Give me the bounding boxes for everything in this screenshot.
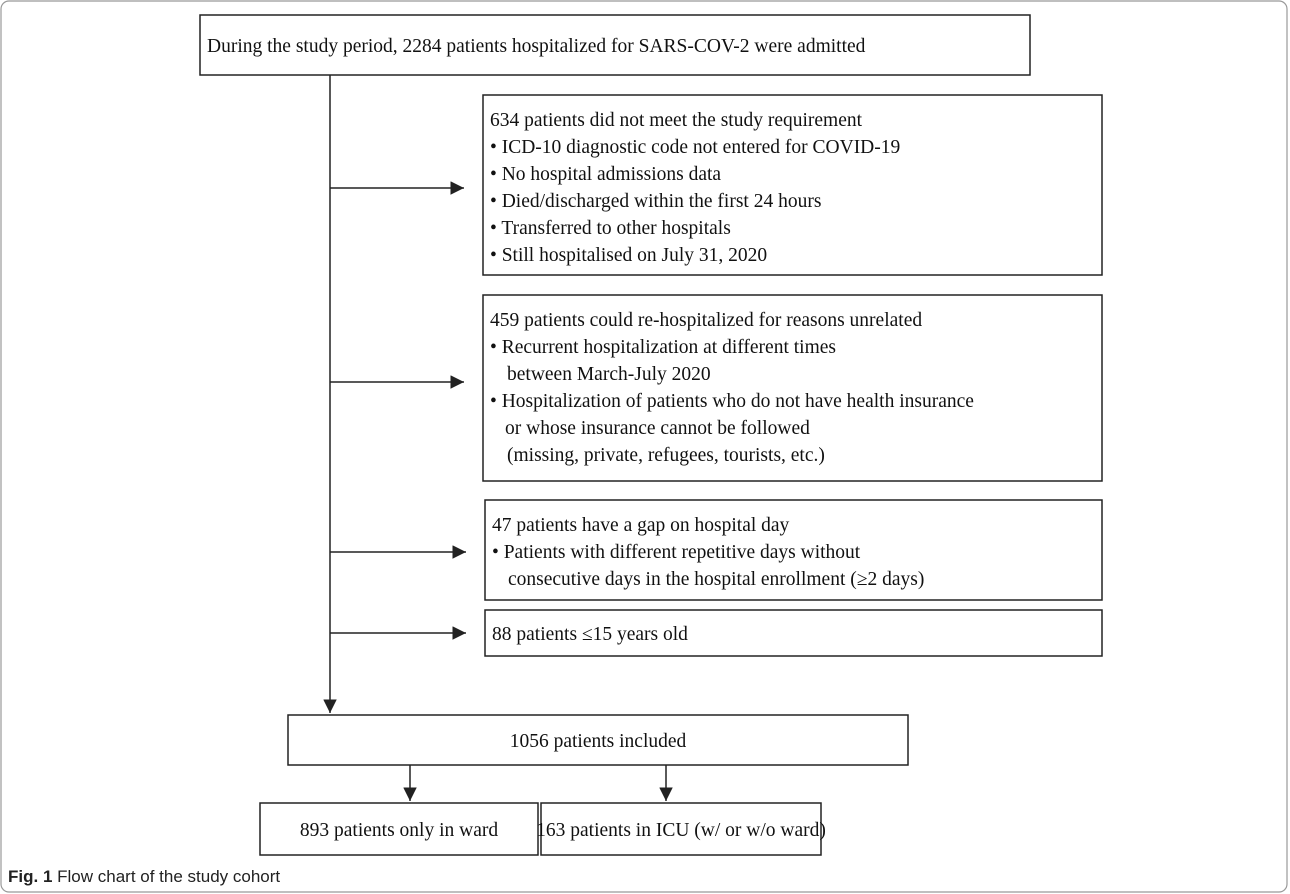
node-text: between March-July 2020: [507, 364, 711, 385]
caption-text: Flow chart of the study cohort: [57, 867, 280, 886]
node-text: 893 patients only in ward: [300, 820, 498, 841]
node-text: • No hospital admissions data: [490, 164, 721, 185]
node-text: consecutive days in the hospital enrollm…: [508, 569, 924, 590]
node-2: 459 patients could re-hospitalized for r…: [482, 294, 1103, 482]
node-text: 47 patients have a gap on hospital day: [492, 515, 790, 536]
node-text: 88 patients ≤15 years old: [492, 624, 688, 645]
node-text: • Recurrent hospitalization at different…: [490, 337, 836, 358]
caption: Fig. 1 Flow chart of the study cohort: [8, 867, 280, 886]
node-text: • Patients with different repetitive day…: [492, 542, 861, 563]
node-text: 634 patients did not meet the study requ…: [490, 110, 863, 131]
caption-label: Fig. 1: [8, 867, 52, 886]
node-text: or whose insurance cannot be followed: [505, 418, 810, 439]
node-5: 1056 patients included: [287, 714, 909, 766]
node-6: 893 patients only in ward: [259, 802, 539, 856]
node-text: 163 patients in ICU (w/ or w/o ward): [536, 820, 826, 841]
node-text: • Still hospitalised on July 31, 2020: [490, 245, 767, 266]
node-text: • Died/discharged within the first 24 ho…: [490, 191, 821, 212]
node-text: • Hospitalization of patients who do not…: [490, 391, 974, 412]
node-1: 634 patients did not meet the study requ…: [482, 94, 1103, 276]
node-text: • ICD-10 diagnostic code not entered for…: [490, 137, 900, 158]
node-3: 47 patients have a gap on hospital day •…: [484, 499, 1103, 601]
node-text: • Transferred to other hospitals: [490, 218, 731, 239]
node-text: During the study period, 2284 patients h…: [207, 36, 866, 57]
node-text: (missing, private, refugees, tourists, e…: [507, 445, 825, 466]
connectors: [323, 75, 673, 801]
node-7: 163 patients in ICU (w/ or w/o ward): [536, 802, 826, 856]
node-text: 1056 patients included: [510, 731, 687, 752]
node-0: During the study period, 2284 patients h…: [199, 14, 1031, 76]
node-text: 459 patients could re-hospitalized for r…: [490, 310, 922, 331]
node-4: 88 patients ≤15 years old: [484, 609, 1103, 657]
